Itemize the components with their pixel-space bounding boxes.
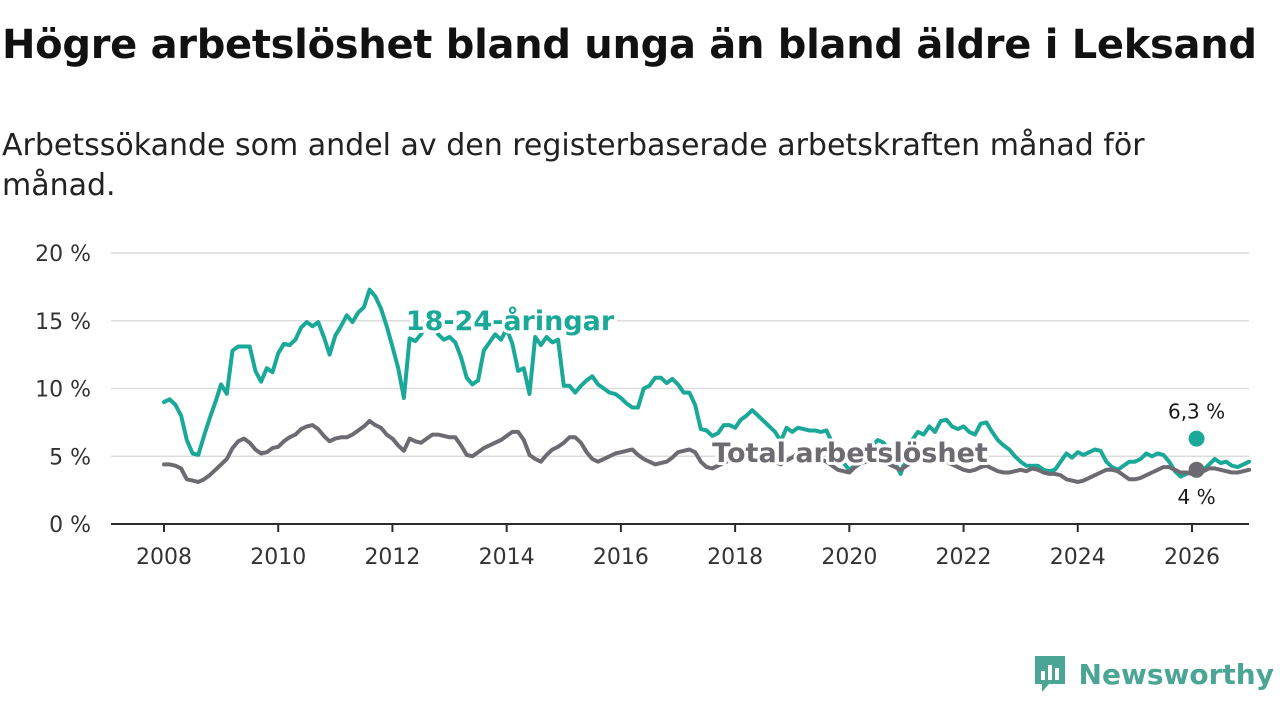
brand-name: Newsworthy xyxy=(1078,657,1274,691)
y-tick-label: 15 % xyxy=(35,310,91,335)
x-tick-label: 2012 xyxy=(364,545,420,570)
series-line-youth xyxy=(162,287,1252,479)
series-label-youth: 18-24-åringar xyxy=(406,305,615,337)
chart-title: Högre arbetslöshet bland unga än bland ä… xyxy=(2,22,1257,68)
end-point-marker xyxy=(1188,461,1205,478)
y-tick-label: 5 % xyxy=(49,445,91,470)
chart-subtitle: Arbetssökande som andel av den registerb… xyxy=(2,128,1145,203)
series-label-total: Total arbetslöshet xyxy=(712,438,988,469)
x-tick-label: 2010 xyxy=(250,545,306,570)
y-tick-label: 20 % xyxy=(35,242,91,267)
y-tick-label: 0 % xyxy=(49,513,91,538)
y-axis-tick-labels: 0 % 5 % 10 % 15 % 20 % xyxy=(35,242,91,538)
end-value-youth: 6,3 % xyxy=(1168,400,1225,424)
x-tick-label: 2020 xyxy=(821,545,877,570)
gridlines xyxy=(111,252,1249,457)
newsworthy-logo-icon xyxy=(1034,656,1065,692)
end-point-marker xyxy=(1188,430,1205,447)
x-tick-label: 2026 xyxy=(1164,545,1220,570)
y-tick-label: 10 % xyxy=(35,378,91,403)
series-lines xyxy=(162,287,1252,484)
series-labels: 18-24-åringar Total arbetslöshet 6,3 % 4 % xyxy=(403,302,1225,509)
end-value-total: 4 % xyxy=(1178,485,1216,509)
newsworthy-brand: Newsworthy xyxy=(1033,654,1274,694)
x-tick-label: 2022 xyxy=(936,545,992,570)
series-line-total xyxy=(162,419,1252,484)
x-tick-label: 2008 xyxy=(136,545,192,570)
x-tick-label: 2016 xyxy=(593,545,649,570)
x-tick-label: 2014 xyxy=(479,545,535,570)
x-axis: 2008 2010 2012 2014 2016 2018 2020 2022 2024 2026 xyxy=(111,523,1249,570)
x-tick-label: 2018 xyxy=(707,545,763,570)
x-tick-label: 2024 xyxy=(1050,545,1106,570)
